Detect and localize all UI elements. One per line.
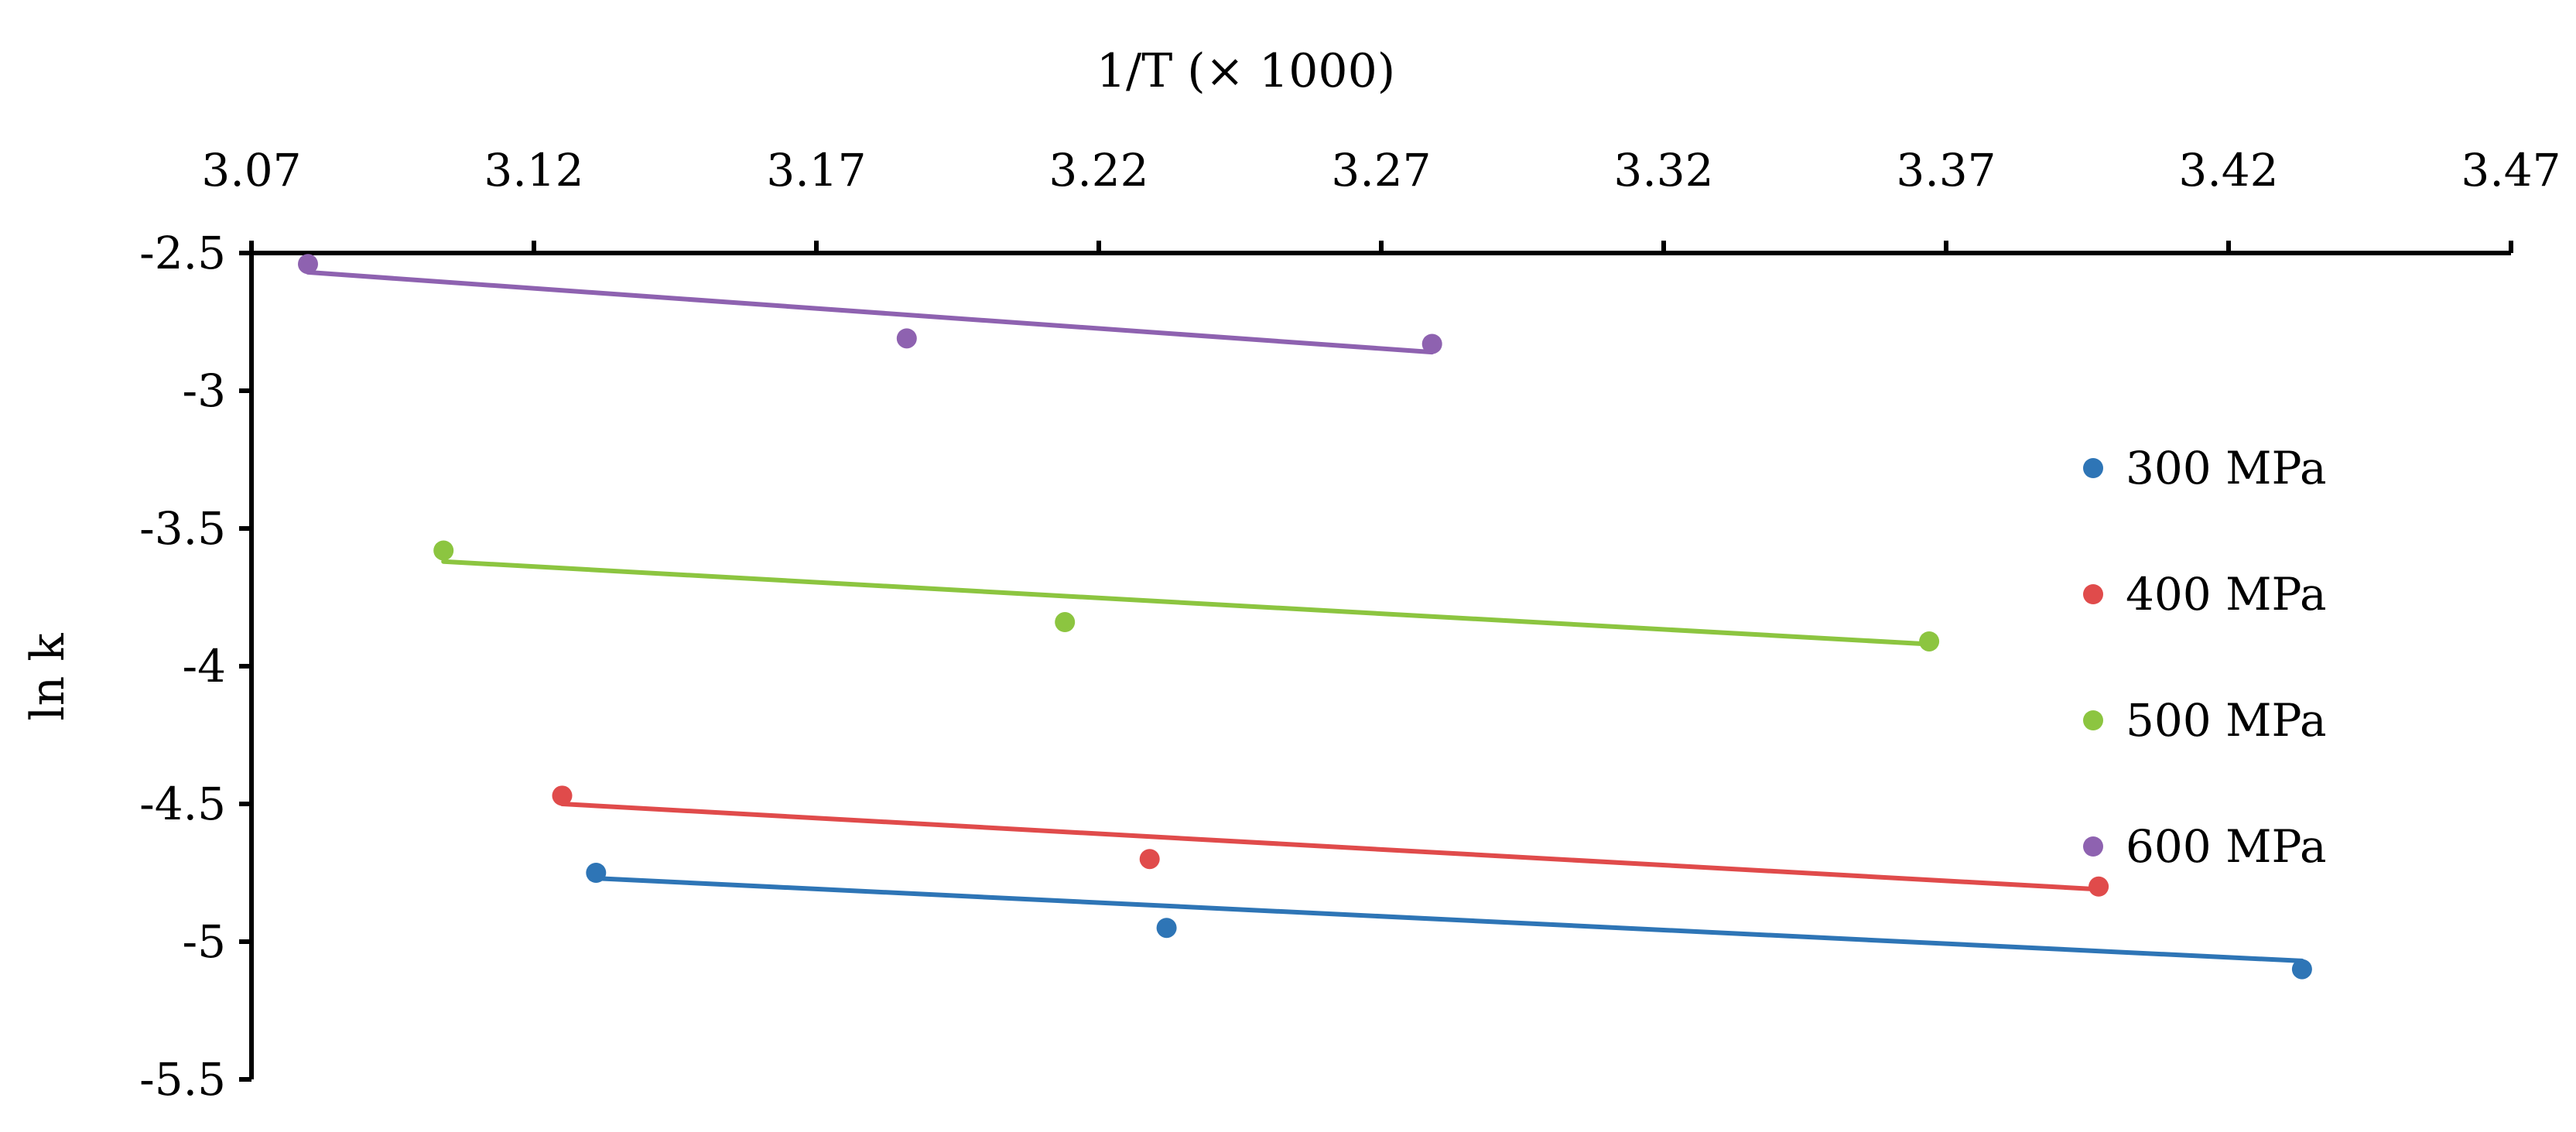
legend-label: 400 MPa: [2126, 568, 2327, 621]
legend-label: 500 MPa: [2126, 694, 2327, 747]
data-point: [298, 254, 318, 275]
data-point: [552, 785, 573, 806]
legend: 300 MPa 400 MPa 500 MPa 600 MPa: [2083, 442, 2327, 873]
x-tick-label: 3.12: [484, 144, 583, 197]
x-axis-title: 1/T (× 1000): [1096, 44, 1395, 98]
data-point: [1139, 849, 1160, 870]
data-point: [433, 540, 454, 561]
legend-item: 600 MPa: [2083, 820, 2327, 873]
data-point: [2089, 876, 2109, 897]
data-point: [2291, 959, 2312, 980]
trendline: [559, 802, 2102, 892]
x-tick-label: 3.47: [2461, 144, 2561, 197]
legend-item: 500 MPa: [2083, 694, 2327, 747]
series-1: [552, 785, 2109, 897]
trendline: [306, 269, 1435, 355]
legend-label: 300 MPa: [2126, 442, 2327, 494]
y-tick-label: -3: [183, 364, 227, 417]
legend-marker: [2083, 836, 2103, 857]
legend-item: 300 MPa: [2083, 442, 2327, 494]
legend-label: 600 MPa: [2126, 820, 2327, 873]
data-point: [586, 863, 607, 883]
x-tick-label: 3.17: [766, 144, 866, 197]
y-tick-label: -4.5: [139, 778, 226, 830]
series-0: [586, 863, 2312, 980]
y-tick-label: -5: [183, 915, 227, 968]
x-tick-label: 3.07: [201, 144, 301, 197]
data-point: [1156, 918, 1177, 939]
legend-marker: [2083, 458, 2103, 478]
y-tick-label: -3.5: [139, 502, 226, 555]
trendline: [594, 876, 2304, 963]
y-tick-label: -5.5: [139, 1053, 226, 1106]
x-tick-label: 3.42: [2178, 144, 2278, 197]
x-tick-label: 3.32: [1613, 144, 1713, 197]
data-point: [1421, 333, 1442, 354]
series-layer: [298, 254, 2312, 980]
x-tick-label: 3.22: [1049, 144, 1148, 197]
series-3: [298, 254, 1442, 355]
x-tick-label: 3.27: [1331, 144, 1431, 197]
y-tick-label: -2.5: [139, 227, 226, 279]
data-point: [1055, 612, 1076, 633]
legend-marker: [2083, 584, 2103, 604]
data-point: [1919, 631, 1940, 651]
axes: 3.07 3.12 3.17 3.22 3.27 3.32 3.37 3.42 3.47 -2.5…: [139, 144, 2561, 1106]
y-axis-title: ln k: [21, 633, 75, 721]
x-tick-label: 3.37: [1896, 144, 1996, 197]
series-2: [433, 540, 1940, 651]
legend-item: 400 MPa: [2083, 568, 2327, 621]
trendline: [441, 559, 1932, 647]
data-point: [896, 328, 917, 349]
legend-marker: [2083, 710, 2103, 730]
y-tick-label: -4: [183, 640, 227, 693]
